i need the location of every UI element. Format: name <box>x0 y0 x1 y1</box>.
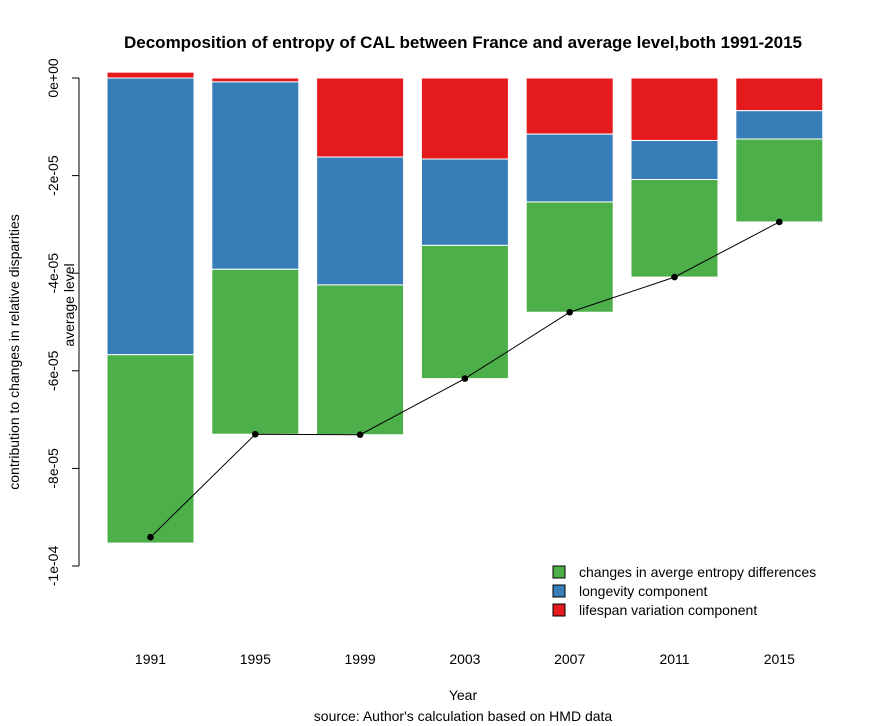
x-tick-label-2011: 2011 <box>659 651 689 667</box>
y-tick-label-1: -2e-05 <box>45 155 61 196</box>
y-tick-label-0: 0e+00 <box>45 58 61 98</box>
average-level-point-2007 <box>566 308 573 316</box>
bar-2015-series-1 <box>735 110 824 140</box>
legend-label-1: longevity component <box>579 583 708 599</box>
legend-label-0: changes in averge entropy differences <box>579 564 816 580</box>
x-tick-label-1999: 1999 <box>345 651 376 667</box>
bar-1995-series-2 <box>211 268 300 435</box>
y-axis: 0e+00 -2e-05 -4e-05 -6e-05 -8e-05 -1e-04 <box>45 58 80 587</box>
bar-2007-series-2 <box>525 201 614 313</box>
x-axis-tick-labels: 1991 1995 1999 2003 2007 2011 2015 <box>135 651 795 667</box>
y-tick-label-5: -1e-04 <box>45 546 61 587</box>
bar-2007-series-0 <box>525 77 614 135</box>
average-level-label: average level <box>61 263 77 346</box>
bar-1999-series-0 <box>316 77 405 158</box>
bars-group <box>106 71 824 544</box>
x-tick-label-1995: 1995 <box>240 651 271 667</box>
average-level-line-group <box>147 218 783 541</box>
bar-2011-series-1 <box>630 139 719 181</box>
x-tick-label-2007: 2007 <box>554 651 585 667</box>
legend: changes in averge entropy differences lon… <box>552 564 816 618</box>
average-level-point-2011 <box>671 273 678 281</box>
average-level-point-1991 <box>147 533 154 541</box>
legend-label-2: lifespan variation component <box>579 602 757 618</box>
bar-1995-series-1 <box>211 81 300 270</box>
legend-swatch-2 <box>552 603 566 617</box>
legend-swatch-1 <box>552 584 566 598</box>
x-tick-label-2015: 2015 <box>764 651 795 667</box>
bar-2015-series-0 <box>735 77 824 112</box>
source-caption: source: Author's calculation based on HM… <box>314 708 613 724</box>
bar-1995-series-0 <box>211 77 300 83</box>
chart-title: Decomposition of entropy of CAL between … <box>124 33 802 52</box>
average-level-point-2015 <box>776 218 783 226</box>
legend-swatch-0 <box>552 565 566 579</box>
bar-2003-series-1 <box>420 158 509 246</box>
bar-1999-series-1 <box>316 156 405 286</box>
bar-2011-series-2 <box>630 179 719 278</box>
bar-2015-series-2 <box>735 138 824 223</box>
y-tick-label-2: -4e-05 <box>45 253 61 294</box>
bar-2003-series-0 <box>420 77 509 160</box>
bar-2003-series-2 <box>420 244 509 380</box>
average-level-point-1999 <box>356 431 364 439</box>
y-tick-label-3: -6e-05 <box>45 350 61 391</box>
bar-1991-series-0 <box>106 71 195 79</box>
bar-1991-series-1 <box>106 77 195 356</box>
y-axis-label: contribution to changes in relative disp… <box>6 214 22 490</box>
bar-1991-series-2 <box>106 354 195 544</box>
x-axis-label: Year <box>449 687 478 703</box>
bar-2011-series-0 <box>630 77 719 141</box>
bar-2007-series-1 <box>525 133 614 203</box>
x-tick-label-2003: 2003 <box>449 651 480 667</box>
bar-1999-series-2 <box>316 284 405 436</box>
average-level-point-1995 <box>252 430 259 438</box>
x-tick-label-1991: 1991 <box>135 651 166 667</box>
y-tick-label-4: -8e-05 <box>45 448 61 489</box>
average-level-point-2003 <box>461 375 469 382</box>
